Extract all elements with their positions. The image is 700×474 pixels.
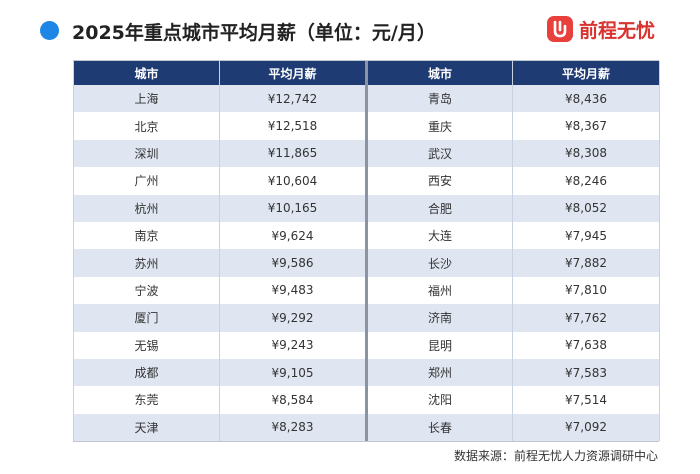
city-cell-right: 重庆 (366, 112, 513, 140)
city-cell-left: 深圳 (73, 139, 220, 168)
salary-cell-left: ¥9,624 (219, 221, 368, 250)
table-row: 广州 ¥10,604 西安 ¥8,246 (73, 167, 660, 195)
table-row: 苏州 ¥9,586 长沙 ¥7,882 (73, 249, 660, 277)
table-body: 上海 ¥12,742 青岛 ¥8,436 北京 ¥12,518 重庆 ¥8,367 深圳 ¥11,… (73, 85, 660, 442)
salary-cell-right: ¥7,810 (512, 276, 660, 305)
city-cell-left: 上海 (73, 85, 220, 113)
city-cell-left: 无锡 (73, 331, 220, 359)
header-salary-left: 平均月薪 (219, 61, 368, 85)
header-salary-right: 平均月薪 (512, 61, 660, 85)
city-cell-left: 东莞 (73, 386, 220, 414)
salary-cell-right: ¥8,246 (512, 167, 660, 195)
header-city-left: 城市 (73, 61, 220, 85)
city-cell-right: 西安 (366, 167, 513, 195)
salary-cell-left: ¥12,742 (219, 85, 368, 113)
table-row: 北京 ¥12,518 重庆 ¥8,367 (73, 112, 660, 140)
salary-cell-right: ¥8,367 (512, 112, 660, 140)
city-cell-left: 天津 (73, 413, 220, 442)
salary-table-container: 城市 平均月薪 城市 平均月薪 上海 ¥12,742 青岛 ¥8,436 北京 ¥12,5… (73, 60, 660, 443)
city-cell-left: 苏州 (73, 249, 220, 277)
city-cell-left: 广州 (73, 167, 220, 195)
table-row: 杭州 ¥10,165 合肥 ¥8,052 (73, 194, 660, 222)
city-cell-right: 大连 (366, 221, 513, 250)
salary-cell-right: ¥8,436 (512, 85, 660, 113)
table-row: 天津 ¥8,283 长春 ¥7,092 (73, 413, 660, 442)
city-cell-right: 沈阳 (366, 386, 513, 414)
salary-cell-left: ¥8,283 (219, 413, 368, 442)
city-cell-right: 昆明 (366, 331, 513, 359)
table-row: 深圳 ¥11,865 武汉 ¥8,308 (73, 139, 660, 168)
brand-logo: 前程无忧 (547, 14, 655, 44)
salary-cell-right: ¥8,308 (512, 139, 660, 168)
table-row: 宁波 ¥9,483 福州 ¥7,810 (73, 276, 660, 305)
city-cell-left: 南京 (73, 221, 220, 250)
city-cell-right: 长沙 (366, 249, 513, 277)
city-cell-right: 青岛 (366, 85, 513, 113)
table-header-row: 城市 平均月薪 城市 平均月薪 (73, 61, 660, 85)
city-cell-right: 长春 (366, 413, 513, 442)
brand-logo-icon (547, 16, 573, 42)
data-source-note: 数据来源：前程无忧人力资源调研中心 (453, 449, 658, 463)
salary-cell-right: ¥7,638 (512, 331, 660, 359)
header-city-right: 城市 (366, 61, 513, 85)
header: 2025年重点城市平均月薪（单位：元/月） 前程无忧 (0, 0, 700, 58)
salary-table: 城市 平均月薪 城市 平均月薪 上海 ¥12,742 青岛 ¥8,436 北京 ¥12,5… (73, 61, 660, 442)
city-cell-right: 济南 (366, 304, 513, 332)
salary-cell-left: ¥10,604 (219, 167, 368, 195)
salary-cell-right: ¥8,052 (512, 194, 660, 222)
city-cell-left: 宁波 (73, 276, 220, 305)
table-row: 无锡 ¥9,243 昆明 ¥7,638 (73, 331, 660, 359)
city-cell-left: 北京 (73, 112, 220, 140)
city-cell-left: 厦门 (73, 304, 220, 332)
table-row: 成都 ¥9,105 郑州 ¥7,583 (73, 358, 660, 387)
salary-cell-right: ¥7,583 (512, 358, 660, 387)
table-row: 南京 ¥9,624 大连 ¥7,945 (73, 221, 660, 250)
city-cell-right: 郑州 (366, 358, 513, 387)
city-cell-right: 合肥 (366, 194, 513, 222)
salary-cell-right: ¥7,762 (512, 304, 660, 332)
salary-cell-left: ¥9,105 (219, 358, 368, 387)
page-title: 2025年重点城市平均月薪（单位：元/月） (72, 22, 436, 44)
table-row: 厦门 ¥9,292 济南 ¥7,762 (73, 304, 660, 332)
salary-cell-left: ¥8,584 (219, 386, 368, 414)
salary-cell-right: ¥7,514 (512, 386, 660, 414)
city-cell-right: 福州 (366, 276, 513, 305)
city-cell-left: 成都 (73, 358, 220, 387)
salary-cell-right: ¥7,092 (512, 413, 660, 442)
salary-cell-left: ¥10,165 (219, 194, 368, 222)
salary-cell-right: ¥7,945 (512, 221, 660, 250)
title-bullet-icon (40, 21, 59, 40)
salary-cell-right: ¥7,882 (512, 249, 660, 277)
salary-cell-left: ¥9,243 (219, 331, 368, 359)
salary-cell-left: ¥9,292 (219, 304, 368, 332)
brand-logo-text: 前程无忧 (579, 19, 656, 42)
city-cell-left: 杭州 (73, 194, 220, 222)
salary-cell-left: ¥9,586 (219, 249, 368, 277)
city-cell-right: 武汉 (366, 139, 513, 168)
salary-cell-left: ¥11,865 (219, 139, 368, 168)
table-row: 上海 ¥12,742 青岛 ¥8,436 (73, 85, 660, 113)
salary-cell-left: ¥12,518 (219, 112, 368, 140)
table-row: 东莞 ¥8,584 沈阳 ¥7,514 (73, 386, 660, 414)
salary-cell-left: ¥9,483 (219, 276, 368, 305)
